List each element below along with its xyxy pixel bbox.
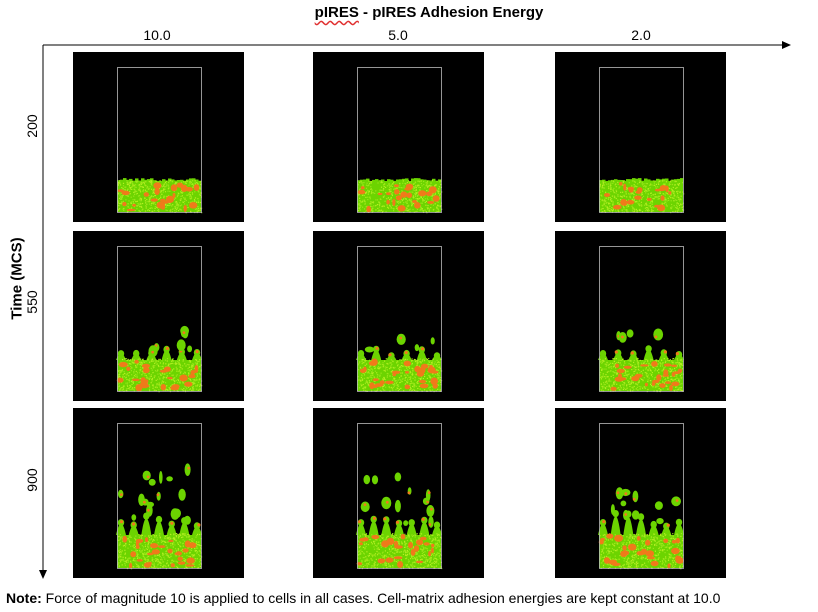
simulation-image bbox=[116, 246, 203, 393]
simulation-panel-900-5 bbox=[313, 408, 484, 578]
simulation-panel-200-2 bbox=[555, 52, 726, 222]
simulation-panel-550-5 bbox=[313, 231, 484, 401]
row-label-900: 900 bbox=[24, 468, 40, 492]
simulation-panel-200-10 bbox=[73, 52, 244, 222]
figure-title: pIRES - pIRES Adhesion Energy bbox=[0, 4, 818, 21]
simulation-panel-200-5 bbox=[313, 52, 484, 222]
note-text: Force of magnitude 10 is applied to cell… bbox=[41, 590, 721, 606]
row-label-200: 200 bbox=[24, 114, 40, 138]
note-label: Note: bbox=[6, 590, 42, 606]
simulation-image bbox=[356, 423, 443, 570]
y-axis-title: Time (MCS) bbox=[8, 237, 26, 320]
simulation-image bbox=[117, 67, 203, 214]
simulation-panel-900-10 bbox=[73, 408, 244, 578]
simulation-panel-550-10 bbox=[73, 231, 244, 401]
simulation-image bbox=[599, 67, 685, 214]
figure-note: Note: Force of magnitude 10 is applied t… bbox=[6, 590, 720, 606]
title-prefix: pIRES bbox=[314, 4, 359, 21]
simulation-panel-900-2 bbox=[555, 408, 726, 578]
simulation-image bbox=[357, 67, 443, 214]
column-label-10: 10.0 bbox=[143, 27, 171, 43]
simulation-panel-550-2 bbox=[555, 231, 726, 401]
row-label-550: 550 bbox=[24, 290, 40, 314]
title-rest: - pIRES Adhesion Energy bbox=[358, 4, 544, 21]
simulation-image bbox=[598, 246, 684, 393]
simulation-image bbox=[356, 246, 443, 393]
column-label-5: 5.0 bbox=[388, 27, 408, 43]
simulation-image bbox=[116, 423, 203, 570]
simulation-image bbox=[598, 423, 684, 570]
column-label-2: 2.0 bbox=[631, 27, 651, 43]
